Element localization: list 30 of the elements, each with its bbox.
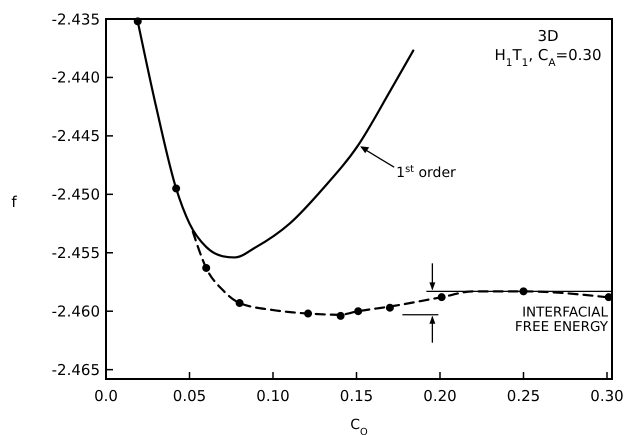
y-tick-label: -2.460 <box>52 302 100 320</box>
annotation: 3D <box>537 27 559 45</box>
point <box>304 310 312 318</box>
y-tick-label: -2.440 <box>52 68 100 87</box>
annotation: INTERFACIAL FREE ENERGY <box>514 304 609 335</box>
point <box>134 17 142 26</box>
point <box>354 307 362 316</box>
x-axis-title: C$_{O}$ <box>350 417 368 435</box>
point <box>336 312 345 320</box>
point <box>519 287 528 296</box>
y-tick-label: -2.435 <box>52 10 100 28</box>
y-tick-label: -2.450 <box>52 186 100 204</box>
point <box>236 299 244 308</box>
x-tick-label: 0.30 <box>590 387 624 405</box>
x-tick-label: 0.15 <box>340 387 374 405</box>
y-tick-label: -2.465 <box>52 360 100 379</box>
x-tick-label: 0.20 <box>423 387 457 405</box>
y-axis-title: f <box>11 193 18 211</box>
y-tick-label: -2.455 <box>52 244 100 262</box>
x-tick-label: 0.0 <box>94 387 118 405</box>
point <box>438 293 446 302</box>
point <box>172 184 180 192</box>
point <box>386 304 394 312</box>
x-tick-label: 0.05 <box>172 387 206 405</box>
y-tick-label: -2.445 <box>52 127 100 146</box>
annotation: 1$^{st}$ order <box>396 164 456 182</box>
x-tick-label: 0.25 <box>506 387 540 405</box>
point <box>202 264 210 272</box>
x-tick-label: 0.10 <box>256 387 290 405</box>
annotation: H$_{1}$T$_{1}$, C$_{A}$=0.30 <box>494 46 602 69</box>
